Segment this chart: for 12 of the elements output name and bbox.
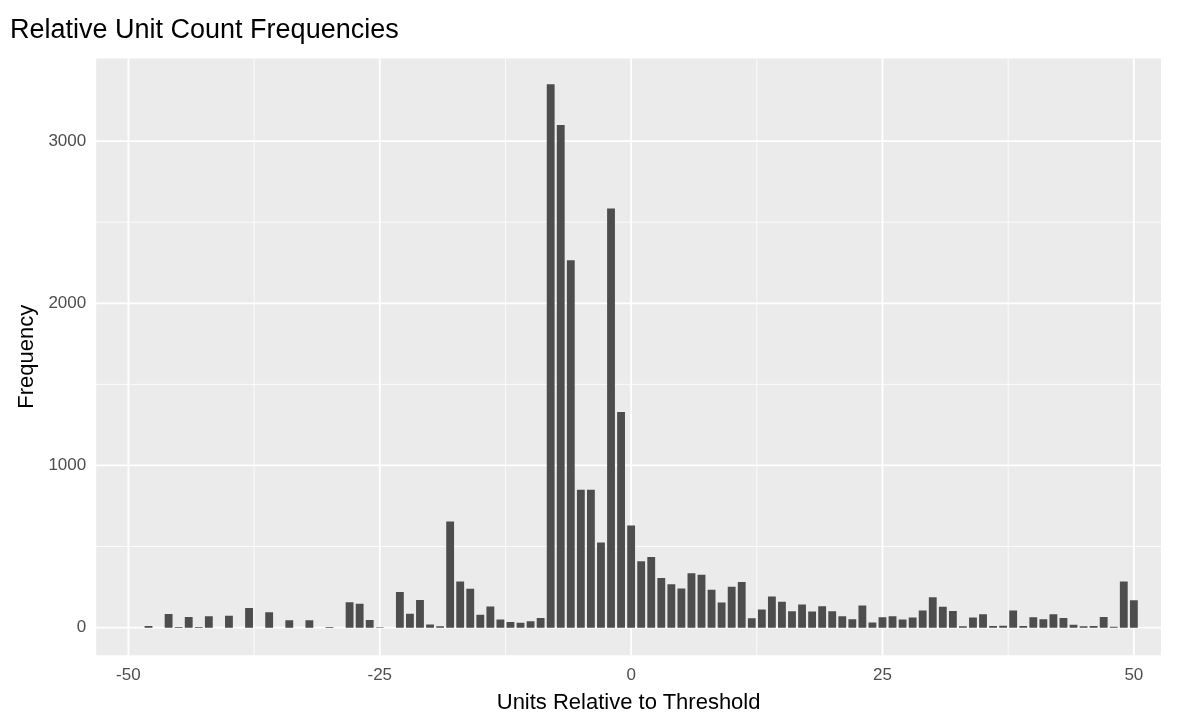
y-tick-label: 2000 xyxy=(48,292,87,312)
chart-title: Relative Unit Count Frequencies xyxy=(10,13,399,44)
x-tick-label: 0 xyxy=(626,665,636,685)
y-tick-label: 3000 xyxy=(48,130,87,150)
y-tick-label: 0 xyxy=(76,617,87,637)
y-tick-label: 1000 xyxy=(48,455,87,475)
x-tick-label: -25 xyxy=(367,665,393,685)
x-tick-label: 50 xyxy=(1124,665,1144,685)
x-axis-title: Units Relative to Threshold xyxy=(496,688,761,714)
x-tick-label: 25 xyxy=(873,665,892,685)
y-axis-title: Frequency xyxy=(13,304,39,409)
x-tick-label: -50 xyxy=(116,665,141,685)
